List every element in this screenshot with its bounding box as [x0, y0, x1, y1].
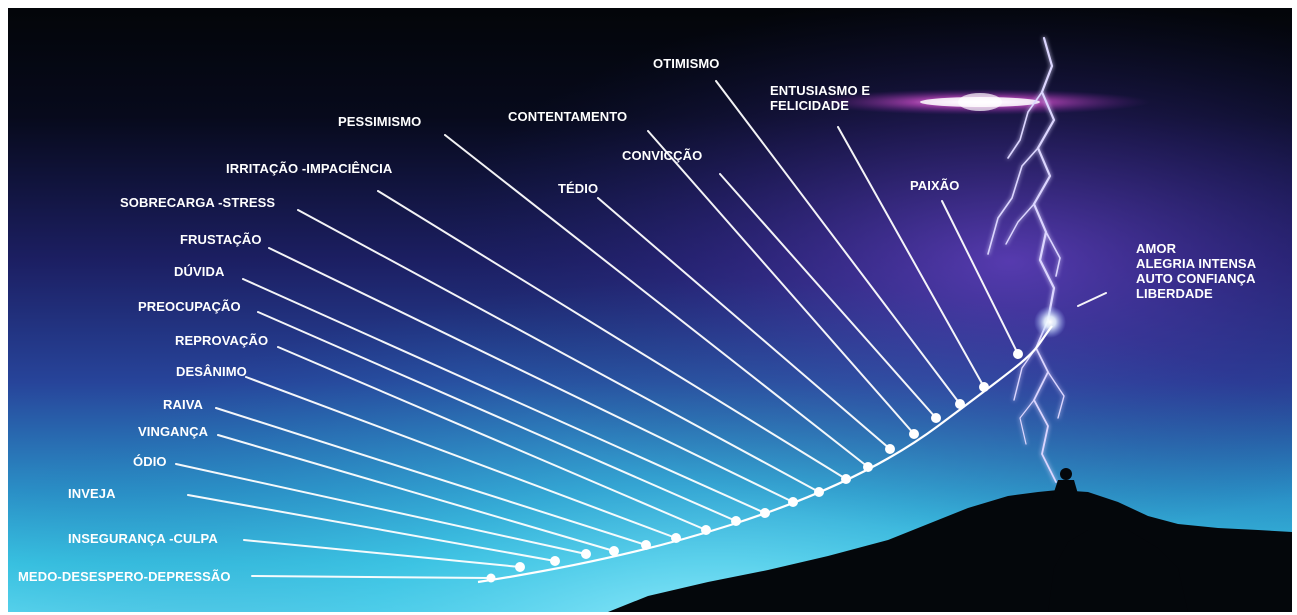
emotion-label-desanimo: DESÂNIMO	[176, 364, 247, 379]
emotion-label-line: ALEGRIA INTENSA	[1136, 256, 1257, 271]
pointer-line-irritacao	[377, 190, 847, 480]
scale-dot-pessimismo	[863, 462, 873, 472]
emotion-label-irritacao: IRRITAÇÃO -IMPACIÊNCIA	[226, 161, 393, 176]
emotion-label-line: LIBERDADE	[1136, 286, 1213, 301]
scale-dot-contentamento	[909, 429, 919, 439]
scale-dot-sobrecarga	[814, 487, 824, 497]
scale-dot-irritacao	[841, 474, 851, 484]
emotion-label-line: OTIMISMO	[653, 56, 720, 71]
emotion-label-line: PREOCUPAÇÃO	[138, 299, 241, 314]
pointer-line-odio	[175, 463, 587, 555]
lens-flare	[810, 89, 1150, 115]
emotion-label-line: RAIVA	[163, 397, 203, 412]
scale-dot-reprovacao	[701, 525, 711, 535]
emotion-label-contentamento: CONTENTAMENTO	[508, 109, 627, 124]
emotion-label-inseguranca: INSEGURANÇA -CULPA	[68, 531, 218, 546]
pointer-line-conviccao	[719, 173, 937, 419]
scale-dot-inseguranca	[515, 562, 525, 572]
scale-dot-entusiasmo	[979, 382, 989, 392]
emotion-label-line: MEDO-DESESPERO-DEPRESSÃO	[18, 569, 231, 584]
emotion-label-conviccao: CONVICÇÃO	[622, 148, 702, 163]
emotion-label-line: ÓDIO	[133, 454, 167, 469]
emotion-label-line: FELICIDADE	[770, 98, 849, 113]
emotion-label-vinganca: VINGANÇA	[138, 424, 209, 439]
pointer-line-amor	[1077, 292, 1107, 307]
scale-dot-paixao	[1013, 349, 1023, 359]
pointer-line-inseguranca	[243, 539, 521, 568]
pointer-line-raiva	[215, 407, 647, 546]
emotion-label-line: CONTENTAMENTO	[508, 109, 627, 124]
pointer-line-otimismo	[715, 80, 961, 405]
emotion-labels: MEDO-DESESPERO-DEPRESSÃO INSEGURANÇA -CUL…	[18, 56, 1257, 584]
pointer-line-tedio	[597, 197, 891, 450]
pointer-line-vinganca	[217, 434, 615, 552]
emotion-label-pessimismo: PESSIMISMO	[338, 114, 421, 129]
scale-dot-tedio	[885, 444, 895, 454]
pointer-line-desanimo	[245, 376, 677, 539]
emotion-label-line: PAIXÃO	[910, 178, 959, 193]
scale-dot-desanimo	[671, 533, 681, 543]
scale-dot-raiva	[641, 540, 651, 550]
emotion-label-line: TÉDIO	[558, 181, 598, 196]
emotion-label-line: AUTO CONFIANÇA	[1136, 271, 1256, 286]
emotion-label-preocupacao: PREOCUPAÇÃO	[138, 299, 241, 314]
emotion-label-inveja: INVEJA	[68, 486, 116, 501]
emotion-label-line: INVEJA	[68, 486, 116, 501]
scale-dot-inveja	[550, 556, 560, 566]
emotion-label-line: ENTUSIASMO E	[770, 83, 870, 98]
cliff-silhouette	[608, 490, 1292, 612]
pointer-line-inveja	[187, 494, 556, 562]
scale-dot-frustacao	[788, 497, 798, 507]
emotional-scale-curve	[477, 325, 1053, 584]
pointer-line-duvida	[242, 278, 766, 514]
emotion-label-line: REPROVAÇÃO	[175, 333, 268, 348]
scale-dot-otimismo	[955, 399, 965, 409]
pointer-line-reprovacao	[277, 346, 707, 531]
emotion-label-line: DÚVIDA	[174, 264, 225, 279]
emotion-label-line: SOBRECARGA -STRESS	[120, 195, 275, 210]
pointer-line-entusiasmo	[837, 126, 985, 388]
emotion-label-duvida: DÚVIDA	[174, 264, 225, 279]
emotion-label-odio: ÓDIO	[133, 454, 167, 469]
emotion-label-line: PESSIMISMO	[338, 114, 421, 129]
pointer-line-pessimismo	[444, 134, 869, 468]
scale-dot-preocupacao	[731, 516, 741, 526]
pointer-line-contentamento	[647, 130, 915, 435]
scale-dot-medo	[486, 573, 496, 583]
scale-dot-vinganca	[609, 546, 619, 556]
emotion-label-line: IRRITAÇÃO -IMPACIÊNCIA	[226, 161, 393, 176]
pointer-line-paixao	[941, 200, 1019, 355]
emotion-label-medo: MEDO-DESESPERO-DEPRESSÃO	[18, 569, 231, 584]
emotion-label-amor: AMOR ALEGRIA INTENSA AUTO CONFIANÇA LIBERDA…	[1136, 241, 1257, 301]
emotion-label-line: AMOR	[1136, 241, 1177, 256]
pointer-line-medo	[251, 575, 492, 579]
emotion-label-otimismo: OTIMISMO	[653, 56, 720, 71]
scale-dot-conviccao	[931, 413, 941, 423]
emotional-scale-diagram: MEDO-DESESPERO-DEPRESSÃO INSEGURANÇA -CUL…	[8, 8, 1292, 612]
scale-dot-odio	[581, 549, 591, 559]
emotion-label-line: CONVICÇÃO	[622, 148, 702, 163]
emotion-label-sobrecarga: SOBRECARGA -STRESS	[120, 195, 275, 210]
scale-dots	[486, 349, 1023, 583]
pointer-line-preocupacao	[257, 311, 737, 522]
emotion-label-line: INSEGURANÇA -CULPA	[68, 531, 218, 546]
pointer-line-sobrecarga	[297, 209, 820, 493]
meditating-figure	[1052, 468, 1084, 500]
emotion-label-line: DESÂNIMO	[176, 364, 247, 379]
emotion-label-tedio: TÉDIO	[558, 181, 598, 196]
emotion-label-entusiasmo: ENTUSIASMO E FELICIDADE	[770, 83, 870, 113]
emotion-label-raiva: RAIVA	[163, 397, 203, 412]
emotion-label-paixao: PAIXÃO	[910, 178, 959, 193]
emotion-label-frustacao: FRUSTAÇÃO	[180, 232, 262, 247]
emotion-label-reprovacao: REPROVAÇÃO	[175, 333, 268, 348]
emotion-label-line: FRUSTAÇÃO	[180, 232, 262, 247]
scale-dot-duvida	[760, 508, 770, 518]
energy-orb	[1034, 306, 1066, 338]
emotion-label-line: VINGANÇA	[138, 424, 209, 439]
pointer-lines	[175, 80, 1107, 579]
pointer-line-frustacao	[268, 247, 794, 503]
